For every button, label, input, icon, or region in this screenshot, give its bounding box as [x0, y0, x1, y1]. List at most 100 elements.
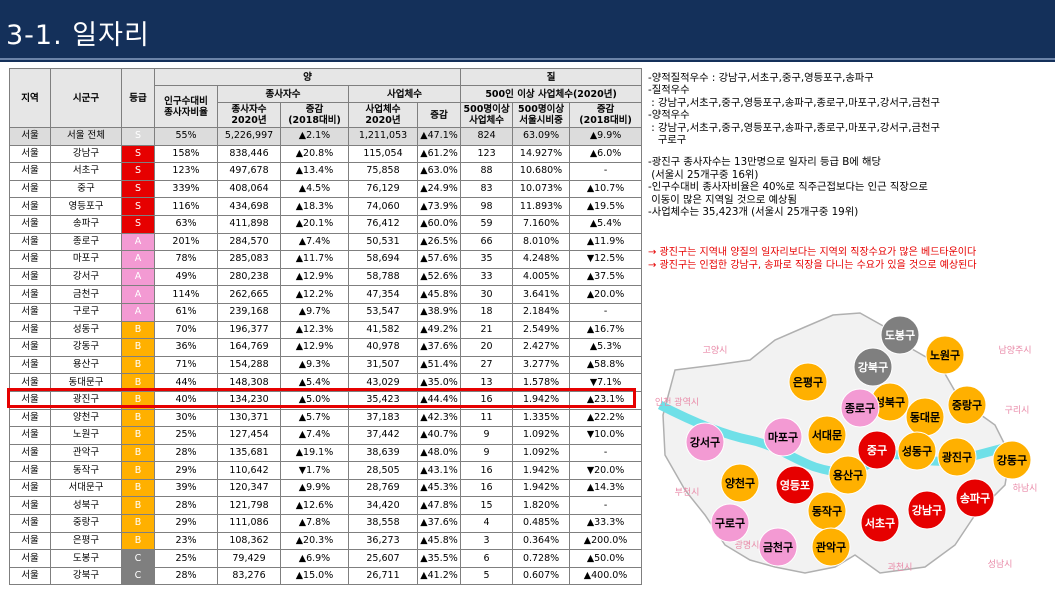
cell-workers: 497,678 — [217, 162, 281, 181]
map-outer-label: 광명시 — [735, 539, 760, 551]
cell-large-change: ▲5.3% — [569, 338, 643, 357]
cell-share: 0.607% — [512, 566, 571, 586]
header-business-group: 사업체수 — [347, 85, 462, 103]
cell-grade: B — [121, 355, 155, 375]
cell-business: 40,978 — [348, 338, 418, 357]
cell-share: 63.09% — [512, 127, 571, 146]
cell-share: 1.820% — [512, 496, 571, 516]
table-row: 서울 영등포구 S 116% 434,698 ▲18.3% 74,060 ▲73.9% 98 11… — [9, 197, 643, 216]
map-district-25: 관악구 — [811, 527, 851, 567]
map-district-18: 영등포 — [775, 465, 815, 505]
map-district-marker — [880, 315, 920, 355]
cell-business: 36,273 — [348, 531, 418, 551]
cell-business-change: ▲24.9% — [416, 179, 462, 199]
table-row: 서울 종로구 A 201% 284,570 ▲7.4% 50,531 ▲26.5% 66 8.01… — [9, 232, 643, 252]
map-outer-label: 고양시 — [703, 345, 728, 356]
cell-business-change: ▲48.0% — [416, 443, 462, 463]
cell-business-change: ▲26.5% — [416, 232, 462, 252]
table-row: 서울 용산구 B 71% 154,288 ▲9.3% 31,507 ▲51.4% 27 3.277… — [9, 355, 643, 375]
table-row: 서울 서울 전체 S 55% 5,226,997 ▲2.1% 1,211,053 ▲47.1%… — [9, 127, 643, 146]
header-large-change: 증감 (2018대비) — [569, 102, 643, 128]
cell-business-change: ▲61.2% — [416, 144, 462, 164]
cell-workers: 284,570 — [217, 232, 281, 252]
cell-ratio: 28% — [154, 443, 218, 463]
cell-grade: B — [121, 373, 155, 392]
cell-share: 1.092% — [512, 426, 571, 445]
map-district-marker — [925, 335, 965, 375]
table-row: 서울 강북구 C 28% 83,276 ▲15.0% 26,711 ▲41.2% 5 0.607%… — [9, 566, 643, 586]
cell-share: 1.942% — [512, 461, 571, 480]
cell-workers: 130,371 — [217, 408, 281, 428]
cell-large-change: ▲33.3% — [569, 514, 643, 533]
cell-workers-change: ▲11.7% — [280, 250, 349, 269]
cell-large: 123 — [460, 144, 514, 164]
cell-district: 강동구 — [50, 338, 122, 357]
table-row: 서울 서대문구 B 39% 120,347 ▲9.9% 28,769 ▲45.3% 16 1.94… — [9, 478, 643, 498]
cell-district: 구로구 — [50, 302, 122, 322]
cell-workers-change: ▲7.8% — [280, 514, 349, 533]
cell-region: 서울 — [9, 355, 51, 375]
map-district-6: 중랑구 — [947, 385, 987, 425]
cell-large-change: ▲19.5% — [569, 197, 643, 216]
cell-workers: 120,347 — [217, 478, 281, 498]
cell-grade: B — [121, 338, 155, 357]
cell-district: 동작구 — [50, 461, 122, 480]
cell-region: 서울 — [9, 144, 51, 164]
map-district-10: 서대문 — [807, 415, 847, 455]
table-row: 서울 양천구 B 30% 130,371 ▲5.7% 37,183 ▲42.3% 11 1.335… — [9, 408, 643, 428]
cell-region: 서울 — [9, 302, 51, 322]
map-district-12: 성동구 — [897, 431, 937, 471]
cell-workers-change: ▲19.1% — [280, 443, 349, 463]
cell-workers-change: ▲7.4% — [280, 232, 349, 252]
cell-district: 관악구 — [50, 443, 122, 463]
cell-workers-change: ▼1.7% — [280, 461, 349, 480]
cell-grade: B — [121, 478, 155, 498]
map-district-label: 강동구 — [997, 453, 1027, 467]
cell-region: 서울 — [9, 320, 51, 340]
map-district-marker — [857, 430, 897, 470]
map-district-marker — [720, 463, 760, 503]
map-district-marker — [828, 455, 868, 495]
cell-district: 도봉구 — [50, 549, 122, 568]
cell-large-change: ▲10.7% — [569, 179, 643, 199]
cell-grade: C — [121, 549, 155, 568]
table-row: 서울 은평구 B 23% 108,362 ▲20.3% 36,273 ▲45.8% 3 0.364… — [9, 531, 643, 551]
cell-business-change: ▲49.2% — [416, 320, 462, 340]
cell-grade: B — [121, 514, 155, 533]
cell-district: 종로구 — [50, 232, 122, 252]
cell-business-change: ▲45.8% — [416, 285, 462, 304]
cell-region: 서울 — [9, 408, 51, 428]
cell-large: 20 — [460, 338, 514, 357]
map-district-marker — [992, 440, 1032, 480]
cell-workers-change: ▲20.1% — [280, 214, 349, 234]
cell-business: 28,769 — [348, 478, 418, 498]
header-large-group: 500인 이상 사업체수(2020년) — [460, 85, 643, 103]
cell-large-change: ▲6.0% — [569, 144, 643, 164]
map-outer-label: 하남시 — [1013, 483, 1038, 494]
cell-region: 서울 — [9, 461, 51, 480]
cell-business: 58,694 — [348, 250, 418, 269]
cell-business: 38,639 — [348, 443, 418, 463]
cell-large: 9 — [460, 443, 514, 463]
cell-large: 33 — [460, 267, 514, 287]
cell-ratio: 29% — [154, 514, 218, 533]
cell-workers-change: ▲12.2% — [280, 285, 349, 304]
map-district-label: 동작구 — [812, 504, 842, 518]
map-district-label: 광진구 — [942, 450, 972, 464]
map-district-21: 동작구 — [807, 491, 847, 531]
page-header: 3-1. 일자리 — [0, 0, 1055, 62]
cell-ratio: 116% — [154, 197, 218, 216]
table-row: 서울 성북구 B 28% 121,798 ▲12.6% 34,420 ▲47.8% 15 1.82… — [9, 496, 643, 516]
map-district-marker — [897, 431, 937, 471]
cell-business: 28,505 — [348, 461, 418, 480]
cell-business-change: ▲47.8% — [416, 496, 462, 516]
cell-large: 18 — [460, 302, 514, 322]
header-workers: 종사자수 2020년 — [217, 102, 281, 128]
cell-share: 3.277% — [512, 355, 571, 375]
cell-large-change: - — [569, 302, 643, 322]
cell-workers-change: ▲12.6% — [280, 496, 349, 516]
map-outer-label: 부천시 — [675, 487, 700, 498]
cell-workers-change: ▲9.7% — [280, 302, 349, 322]
cell-large-change: - — [569, 443, 643, 463]
